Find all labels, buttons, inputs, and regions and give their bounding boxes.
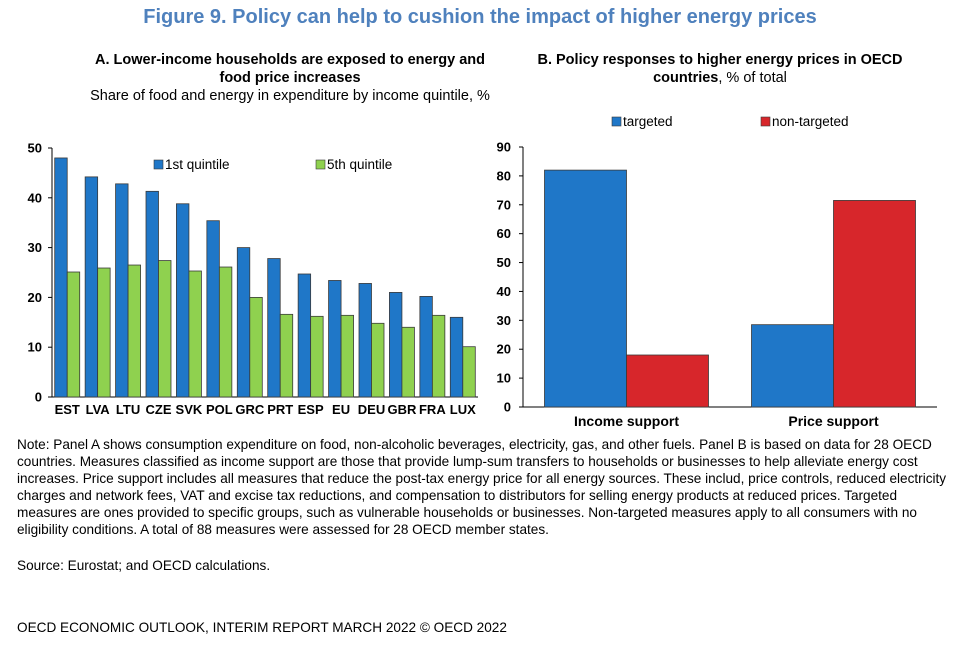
x-category-label: PRT [267,402,293,417]
y-tick-label: 30 [28,240,42,255]
x-category-label: LVA [86,402,111,417]
bar-5th-quintile-SVK [188,270,202,398]
legend-swatch [153,159,164,170]
x-category-label: EU [332,402,350,417]
x-category-label: GBR [387,402,417,417]
y-tick-label: 70 [497,197,511,212]
legend-swatch [760,116,771,127]
bar-5th-quintile-EST [66,271,81,398]
bar-5th-quintile-LVA [97,267,111,398]
bar-non-targeted-Price-support [833,200,916,408]
bar-5th-quintile-ESP [310,315,324,398]
panel-b-title-block: B. Policy responses to higher energy pri… [520,51,920,87]
y-tick-label: 80 [497,168,511,183]
x-category-label: EST [55,402,80,417]
y-tick-label: 10 [497,371,511,386]
bar-5th-quintile-GBR [401,326,415,398]
bar-5th-quintile-POL [218,266,233,398]
y-tick-label: 20 [497,342,511,357]
y-tick-label: 60 [497,226,511,241]
panel-a-title-block: A. Lower-income households are exposed t… [90,51,490,105]
note-text: Note: Panel A shows consumption expendit… [17,437,947,537]
y-tick-label: 90 [497,140,511,155]
x-category-label: SVK [176,402,203,417]
bar-5th-quintile-LUX [462,346,476,398]
bar-5th-quintile-FRA [431,314,446,398]
y-tick-label: 50 [28,141,42,156]
source-text: Source: Eurostat; and OECD calculations. [17,558,271,573]
y-tick-label: 0 [504,400,511,415]
x-category-label: CZE [146,402,172,417]
footer-text: OECD ECONOMIC OUTLOOK, INTERIM REPORT MA… [17,620,507,635]
x-category-label: Price support [788,413,879,429]
panel-b-subtitle: , % of total [718,70,787,86]
bar-5th-quintile-CZE [158,260,172,398]
y-tick-label: 20 [28,290,42,305]
y-tick-label: 50 [497,255,511,270]
panel-b-title: B. Policy responses to higher energy pri… [537,52,903,86]
bar-5th-quintile-LTU [127,264,141,398]
x-category-label: Income support [574,413,679,429]
legend-label: 5th quintile [327,157,392,172]
bar-targeted-Income-support [544,169,627,408]
bar-5th-quintile-DEU [371,322,385,398]
y-tick-label: 40 [497,284,511,299]
bar-5th-quintile-PRT [279,313,294,398]
panel-a-subtitle: Share of food and energy in expenditure … [90,88,490,104]
x-category-label: FRA [419,402,446,417]
x-category-label: LTU [116,402,140,417]
panel-a-chart: 0 10 20 30 40 50 EST LVA LTU CZE SVK POL GRC PRT ESP EU… [28,141,478,417]
x-category-label: ESP [298,402,324,417]
bar-5th-quintile-GRC [249,296,263,398]
legend-swatch [315,159,326,170]
x-category-label: DEU [358,402,385,417]
y-tick-label: 30 [497,313,511,328]
legend-label: 1st quintile [165,157,230,172]
x-category-label: LUX [450,402,476,417]
bar-non-targeted-Income-support [626,354,709,408]
y-tick-label: 40 [28,190,42,205]
y-tick-label: 10 [28,340,42,355]
panel-b-chart: 0 10 20 30 40 50 60 70 80 90 Income support Price s… [497,114,937,429]
x-category-label: POL [206,402,233,417]
legend-label: targeted [623,114,673,129]
figure-title: Figure 9. Policy can help to cushion the… [143,6,817,28]
y-tick-label: 0 [35,390,42,405]
legend-swatch [611,116,622,127]
x-category-label: GRC [235,402,265,417]
panel-a-title: A. Lower-income households are exposed t… [95,52,485,86]
bar-5th-quintile-EU [340,314,354,398]
legend-label: non-targeted [772,114,849,129]
bar-targeted-Price-support [751,324,834,408]
